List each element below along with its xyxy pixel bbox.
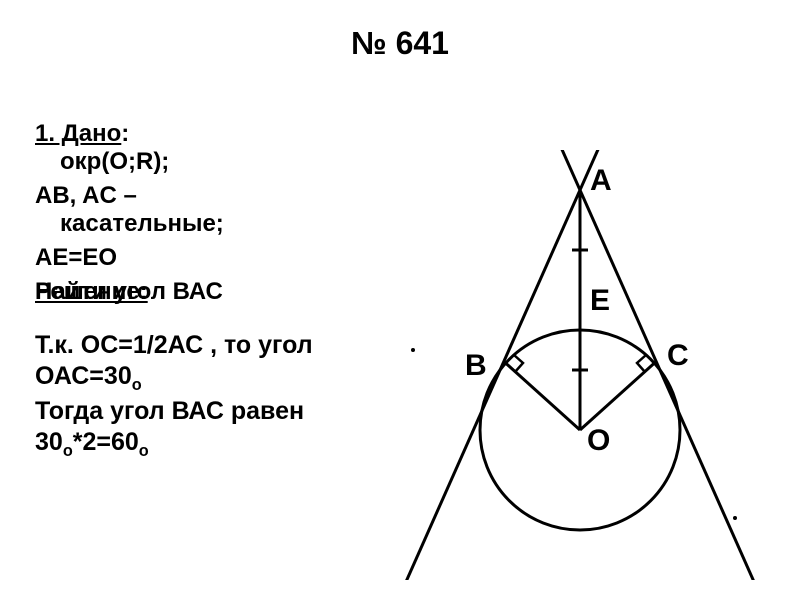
overlap-line: Найти угол ВАС Решение: (35, 278, 415, 312)
given-line-tangents-b: касательные; (35, 210, 415, 238)
given-line-tangents-a: AB, AC – (35, 182, 415, 210)
tangent-ac (540, 150, 755, 580)
right-angle-c (637, 355, 646, 372)
text-content: 1. Дано: окр(О;R); AB, AC – касательные;… (35, 120, 415, 461)
dot-1 (411, 348, 415, 352)
dot-2 (733, 516, 737, 520)
given-line-ae-eo: АЕ=ЕО (35, 244, 415, 272)
given-colon: : (121, 120, 129, 147)
diagram-svg: A E B C O (405, 150, 765, 580)
label-e: E (590, 284, 610, 317)
problem-number: № 641 (0, 0, 800, 62)
label-c: C (667, 339, 689, 372)
label-o: O (587, 424, 610, 457)
solution-heading: Решение: (35, 278, 148, 306)
solution-part3: *2=60 (73, 428, 139, 456)
degree-2: о (63, 442, 73, 460)
given-line-circle: окр(О;R); (35, 148, 415, 176)
radius-oc (580, 363, 654, 430)
given-heading: 1. Дано (35, 120, 121, 147)
label-b: B (465, 349, 487, 382)
right-angle-b (514, 355, 523, 372)
solution-part1: Т.к. ОС=1/2АС , то угол ОАС=30 (35, 331, 313, 390)
label-a: A (590, 164, 612, 197)
degree-3: о (139, 442, 149, 460)
degree-1: о (132, 376, 142, 394)
given-block: 1. Дано: окр(О;R); (35, 120, 415, 176)
tangent-ab (405, 150, 620, 580)
geometry-diagram: A E B C O (405, 150, 765, 580)
radius-ob (506, 363, 580, 430)
solution-text: Т.к. ОС=1/2АС , то угол ОАС=30о Тогда уг… (35, 330, 415, 461)
